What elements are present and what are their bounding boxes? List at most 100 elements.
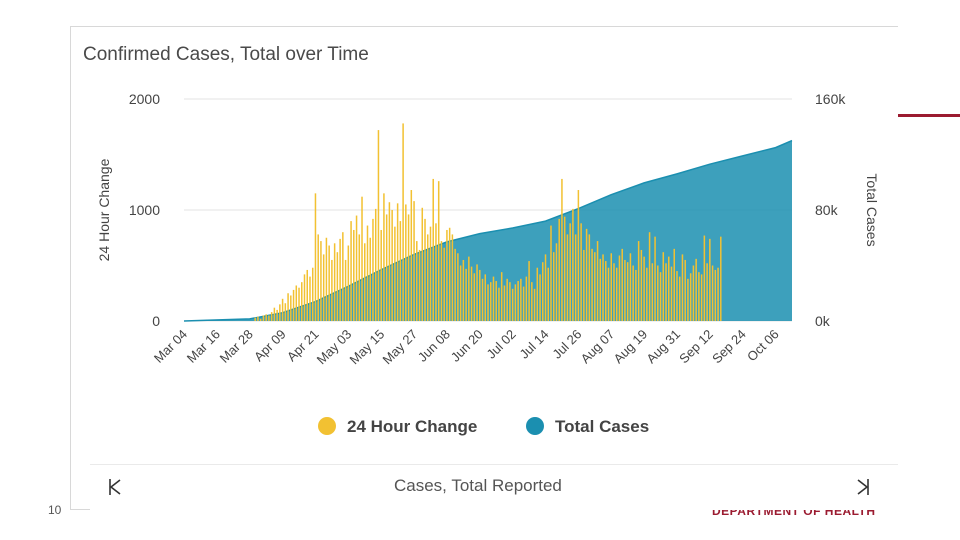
daily-change-bar [670,266,673,321]
daily-change-bar [506,278,508,321]
daily-change-bar [517,281,519,321]
daily-change-bar [388,202,391,321]
daily-change-bar [383,193,385,321]
daily-change-bar [328,245,330,321]
x-tick-label: Aug 07 [578,327,618,367]
daily-change-bar [424,218,426,321]
daily-change-bar [355,215,358,321]
x-tick-label: Aug 19 [610,327,650,367]
y-right-tick-label: 160k [815,91,846,107]
daily-change-bar [692,265,695,321]
daily-change-bar [544,254,547,321]
daily-change-bar [673,248,675,321]
daily-change-bar [618,255,621,321]
legend-swatch [526,417,544,435]
daily-change-bar [448,227,451,321]
daily-change-bar [720,236,722,321]
daily-change-bar [435,223,437,321]
daily-change-bar [416,241,418,321]
daily-change-bar [314,193,317,321]
daily-change-bar [311,267,314,321]
daily-change-bar [668,256,670,321]
daily-change-bar [399,221,402,321]
daily-change-bar [585,228,588,321]
daily-change-bar [446,229,448,321]
daily-change-bar [468,256,470,321]
daily-change-bar [309,276,311,321]
daily-change-bar [290,295,292,321]
daily-change-bar [706,263,708,321]
daily-change-bar [259,318,262,321]
daily-change-bar [479,269,481,321]
daily-change-bar [257,316,259,321]
daily-change-bar [440,241,443,321]
daily-change-bar [492,276,495,321]
daily-change-bar [599,258,602,321]
daily-change-bar [369,237,371,321]
daily-change-bar [470,266,473,321]
daily-change-bar [303,274,306,321]
daily-change-bar [279,304,281,321]
daily-change-bar [331,259,333,321]
daily-change-bar [276,309,278,321]
daily-change-bar [626,262,629,321]
daily-change-bar [366,225,369,321]
daily-change-bar [572,208,574,321]
daily-change-bar [607,267,610,321]
daily-change-bar [531,282,533,321]
daily-change-bar [514,284,517,321]
daily-change-bar [539,274,541,321]
x-tick-label: Sep 24 [709,327,749,367]
daily-change-bar [651,263,654,321]
daily-change-bar [421,207,424,321]
daily-change-bar [301,282,303,321]
daily-change-bar [717,267,719,321]
daily-change-bar [605,261,607,321]
daily-change-bar [281,298,284,321]
daily-change-bar [342,232,344,321]
daily-change-bar [287,293,289,321]
y-left-tick-label: 0 [152,313,160,329]
daily-change-bar [284,303,287,321]
x-tick-label: Apr 09 [251,327,289,365]
daily-change-bar [476,264,478,321]
daily-change-bar [700,274,703,321]
daily-change-bar [459,265,462,321]
daily-change-bar [520,278,522,321]
x-tick-label: Mar 04 [151,327,190,366]
daily-change-bar [426,234,429,321]
daily-change-bar [317,234,319,321]
daily-change-bar [333,243,336,321]
daily-change-bar [552,252,555,321]
daily-change-bar [624,259,626,321]
daily-change-bar [555,243,558,321]
daily-change-bar [522,286,525,321]
next-button[interactable] [854,476,874,498]
daily-change-bar [405,204,407,321]
daily-change-bar [402,123,404,321]
daily-change-bar [646,267,648,321]
x-tick-label: May 03 [314,327,355,368]
daily-change-bar [462,259,465,321]
daily-change-bar [339,238,341,321]
daily-change-bar [629,253,632,321]
daily-change-bar [684,259,686,321]
daily-change-bar [640,249,643,321]
daily-change-bar [320,241,322,321]
daily-change-bar [484,274,487,321]
daily-change-bar [374,208,377,321]
daily-change-bar [364,243,366,321]
y-right-axis-title: Total Cases [864,173,880,246]
daily-change-bar [336,252,339,321]
daily-change-bar [613,263,615,321]
total-cases-area [184,140,792,321]
x-tick-label: Oct 06 [744,327,782,365]
daily-change-bar [676,271,678,321]
prev-button[interactable] [104,476,124,498]
daily-change-bar [591,248,593,321]
daily-change-bar [687,278,689,321]
daily-change-bar [657,265,659,321]
x-tick-label: Jun 08 [415,327,453,365]
daily-change-bar [500,272,503,321]
